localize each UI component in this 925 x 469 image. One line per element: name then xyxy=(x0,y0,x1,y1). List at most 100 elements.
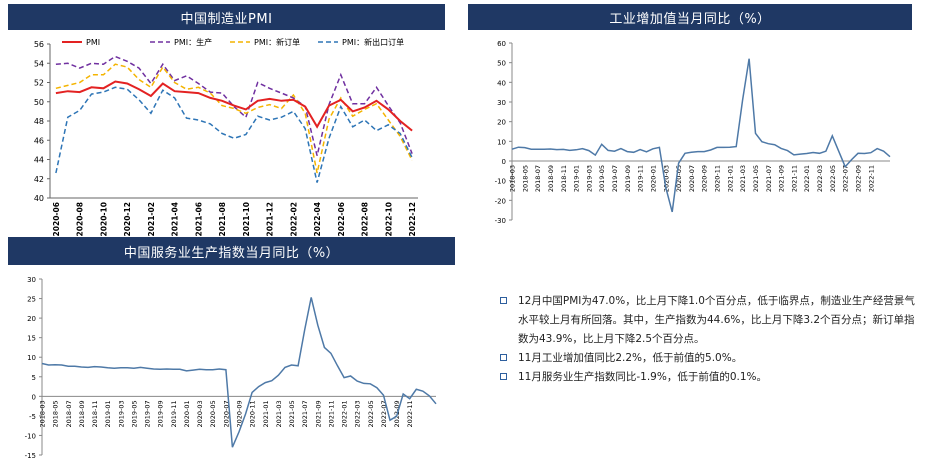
series-line xyxy=(41,297,437,448)
x-tick-label: 2022-03 xyxy=(354,400,362,427)
x-tick-label: 2021-09 xyxy=(314,400,322,427)
x-tick-label: 2020-01 xyxy=(183,400,191,427)
y-tick-label: 44 xyxy=(34,156,44,165)
x-tick-label: 2021-10 xyxy=(242,202,251,236)
x-tick-label: 2019-11 xyxy=(170,400,178,427)
note-services: 11月服务业生产指数同比-1.9%，低于前值的0.1%。 xyxy=(498,368,923,387)
x-tick-label: 2022-02 xyxy=(289,202,298,236)
x-tick-label: 2019-11 xyxy=(637,165,645,192)
x-tick-label: 2021-04 xyxy=(171,202,180,236)
x-tick-label: 2022-12 xyxy=(408,202,417,236)
x-tick-label: 2018-09 xyxy=(547,165,555,192)
x-tick-label: 2021-11 xyxy=(327,400,335,427)
note-text: 11月工业增加值同比2.2%，低于前值的5.0%。 xyxy=(518,352,743,364)
square-bullet-icon xyxy=(500,373,507,380)
y-tick-label: 54 xyxy=(34,59,44,68)
x-tick-label: 2019-05 xyxy=(130,400,138,427)
x-tick-label: 2022-06 xyxy=(337,202,346,236)
x-tick-label: 2020-11 xyxy=(714,165,722,192)
x-tick-label: 2022-05 xyxy=(829,165,837,192)
svc-chart: -15 -10 -5 0 5 10 15 20 25 30 2018-03 2018-05 2018-0… xyxy=(25,276,437,460)
y-tick-label: 15 xyxy=(27,335,36,343)
x-tick-label: 2022-11 xyxy=(406,400,414,427)
y-tick-label: 50 xyxy=(34,98,44,107)
x-tick-label: 2020-11 xyxy=(249,400,257,427)
x-tick-label: 2020-03 xyxy=(662,165,670,192)
y-tick-label: 46 xyxy=(34,136,44,145)
y-tick-label: 50 xyxy=(497,60,506,68)
x-tick-label: 2020-08 xyxy=(76,202,85,236)
x-tick-label: 2019-07 xyxy=(144,400,152,427)
series-line-1 xyxy=(55,55,413,156)
legend-label: PMI：新出口订单 xyxy=(342,37,404,47)
x-tick-label: 2018-11 xyxy=(560,165,568,192)
y-tick-label: 30 xyxy=(27,276,36,284)
x-tick-label: 2018-03 xyxy=(39,400,47,427)
x-tick-label: 2021-01 xyxy=(262,400,270,427)
y-tick-label: -20 xyxy=(495,197,506,205)
y-tick-label: -15 xyxy=(25,452,36,460)
ip-chart: -30 -20 -10 0 10 20 30 40 50 60 2018-03 2018-05 2018… xyxy=(495,40,891,225)
x-tick-label: 2022-09 xyxy=(854,165,862,192)
y-tick-label: -30 xyxy=(495,217,506,225)
y-tick-label: -10 xyxy=(25,432,36,440)
x-tick-label: 2019-03 xyxy=(117,400,125,427)
x-tick-label: 2022-10 xyxy=(384,202,393,236)
note-text: 11月服务业生产指数同比-1.9%，低于前值的0.1%。 xyxy=(518,371,767,383)
x-tick-label: 2020-03 xyxy=(196,400,204,427)
x-tick-label: 2021-12 xyxy=(266,202,275,236)
note-industrial: 11月工业增加值同比2.2%，低于前值的5.0%。 xyxy=(498,349,923,368)
x-tick-label: 2020-06 xyxy=(52,202,61,236)
y-tick-label: -10 xyxy=(495,178,506,186)
x-tick-label: 2021-09 xyxy=(778,165,786,192)
y-tick-label: 0 xyxy=(502,158,506,166)
legend-label: PMI xyxy=(86,38,100,47)
y-tick-label: -5 xyxy=(29,413,36,421)
x-tick-label: 2019-01 xyxy=(573,165,581,192)
x-tick-label: 2021-05 xyxy=(752,165,760,192)
legend-label: PMI：生产 xyxy=(174,37,212,47)
x-tick-label: 2018-09 xyxy=(78,400,86,427)
pmi-panel-title: 中国制造业PMI xyxy=(8,4,445,30)
series-line-3 xyxy=(55,86,413,183)
x-tick-label: 2021-07 xyxy=(765,165,773,192)
y-tick-label: 0 xyxy=(32,393,36,401)
x-tick-label: 2021-06 xyxy=(194,202,203,236)
y-tick-label: 25 xyxy=(27,296,36,304)
square-bullet-icon xyxy=(500,354,507,361)
x-tick-label: 2020-05 xyxy=(675,165,683,192)
y-tick-label: 30 xyxy=(497,99,506,107)
x-tick-label: 2022-04 xyxy=(313,202,322,236)
x-tick-label: 2021-03 xyxy=(739,165,747,192)
x-tick-label: 2020-07 xyxy=(222,400,230,427)
x-tick-label: 2020-10 xyxy=(99,202,108,236)
series-line-0 xyxy=(55,80,413,132)
x-tick-label: 2020-01 xyxy=(649,165,657,192)
x-tick-label: 2021-05 xyxy=(288,400,296,427)
y-tick-label: 48 xyxy=(34,117,44,126)
x-tick-label: 2018-07 xyxy=(65,400,73,427)
square-bullet-icon xyxy=(500,297,507,304)
x-tick-label: 2021-08 xyxy=(218,202,227,236)
y-tick-label: 10 xyxy=(497,138,506,146)
y-tick-label: 5 xyxy=(32,374,36,382)
series-line xyxy=(511,58,891,213)
x-tick-label: 2022-01 xyxy=(803,165,811,192)
y-tick-label: 40 xyxy=(497,79,506,87)
x-tick-label: 2020-05 xyxy=(209,400,217,427)
x-tick-label: 2022-07 xyxy=(842,165,850,192)
x-tick-label: 2020-07 xyxy=(688,165,696,192)
x-tick-label: 2022-11 xyxy=(867,165,875,192)
summary-notes: 12月中国PMI为47.0%，比上月下降1.0个百分点，低于临界点，制造业生产经… xyxy=(498,292,923,387)
x-tick-label: 2019-07 xyxy=(611,165,619,192)
x-tick-label: 2019-09 xyxy=(157,400,165,427)
x-tick-label: 2022-08 xyxy=(361,202,370,236)
x-tick-label: 2019-03 xyxy=(585,165,593,192)
x-tick-label: 2018-05 xyxy=(52,400,60,427)
x-tick-label: 2022-03 xyxy=(816,165,824,192)
svc-panel-title: 中国服务业生产指数当月同比（%） xyxy=(8,237,455,265)
x-tick-label: 2021-01 xyxy=(726,165,734,192)
x-tick-label: 2018-03 xyxy=(509,165,517,192)
y-tick-label: 52 xyxy=(34,79,44,88)
y-tick-label: 56 xyxy=(34,40,44,49)
